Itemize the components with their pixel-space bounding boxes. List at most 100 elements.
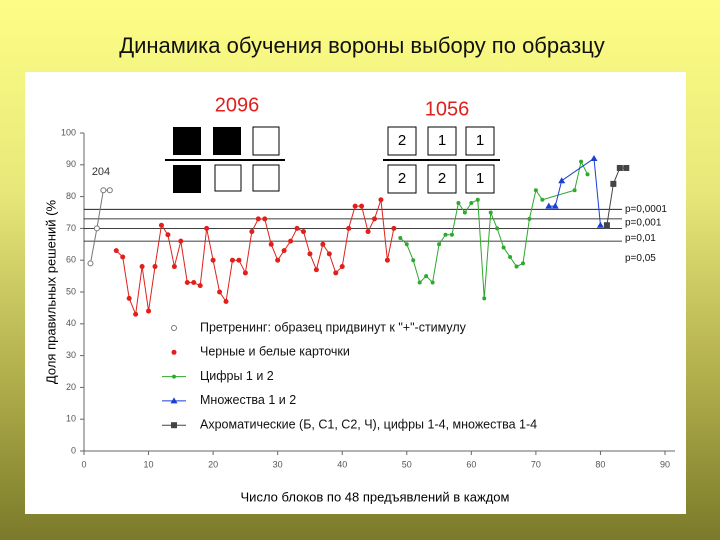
legend-item: Ахроматические (Б, С1, С2, Ч), цифры 1-4… <box>162 417 537 431</box>
marker <box>365 229 371 235</box>
marker <box>558 177 566 184</box>
marker <box>171 349 177 355</box>
legend-label: Претренинг: образец придвинут к "+"-стим… <box>200 320 467 334</box>
marker <box>288 238 294 244</box>
marker <box>545 202 553 209</box>
marker <box>475 197 480 202</box>
y-tick-label: 10 <box>66 414 76 424</box>
x-tick-label: 40 <box>337 459 347 469</box>
marker <box>223 299 229 305</box>
marker <box>333 270 339 276</box>
series-line <box>89 189 110 264</box>
marker <box>249 229 255 235</box>
x-tick-label: 90 <box>660 459 670 469</box>
marker <box>449 232 454 237</box>
marker <box>172 374 176 379</box>
marker <box>210 257 216 263</box>
card-digit: 1 <box>438 132 446 149</box>
marker <box>165 232 171 238</box>
x-tick-label: 10 <box>144 459 154 469</box>
x-tick-label: 80 <box>595 459 605 469</box>
marker <box>229 257 235 263</box>
marker <box>411 258 416 263</box>
marker <box>126 295 132 301</box>
y-tick-label: 0 <box>71 445 76 455</box>
legend-item: Множества 1 и 2 <box>162 393 296 407</box>
x-tick-label: 30 <box>273 459 283 469</box>
marker <box>300 229 306 235</box>
marker <box>527 216 532 221</box>
marker <box>242 270 248 276</box>
x-tick-label: 20 <box>208 459 218 469</box>
card-digit: 1 <box>476 170 484 187</box>
marker <box>236 257 242 263</box>
chart-panel <box>25 72 686 514</box>
marker <box>603 222 610 229</box>
series <box>398 159 590 301</box>
marker <box>197 283 203 289</box>
y-tick-label: 70 <box>66 223 76 233</box>
marker <box>120 254 126 260</box>
marker <box>551 202 559 209</box>
marker <box>184 279 190 285</box>
marker <box>158 222 164 228</box>
marker <box>113 248 119 254</box>
marker <box>178 238 184 244</box>
marker <box>146 308 152 314</box>
annotation: 204 <box>92 166 110 178</box>
series <box>603 164 630 229</box>
annotation: 2096 <box>215 94 260 116</box>
x-axis-label: Число блоков по 48 предъявлений в каждом <box>241 489 510 504</box>
marker <box>596 221 604 228</box>
marker <box>384 257 390 263</box>
legend-label: Цифры 1 и 2 <box>200 369 274 383</box>
marker <box>585 172 590 177</box>
marker <box>307 251 313 257</box>
marker <box>623 164 630 171</box>
marker <box>514 264 519 269</box>
y-tick-label: 40 <box>66 318 76 328</box>
marker <box>268 241 274 247</box>
marker <box>590 154 598 161</box>
x-tick-label: 50 <box>402 459 412 469</box>
card-digit: 2 <box>398 170 406 187</box>
marker <box>139 264 145 270</box>
series <box>545 154 604 228</box>
marker <box>610 180 617 187</box>
marker <box>346 225 352 231</box>
series <box>87 187 113 267</box>
marker <box>508 255 513 260</box>
y-tick-label: 90 <box>66 159 76 169</box>
marker <box>359 203 365 209</box>
marker <box>320 241 326 247</box>
y-tick-label: 30 <box>66 350 76 360</box>
marker <box>520 261 525 266</box>
slide-title: Динамика обучения вороны выбору по образ… <box>119 33 605 58</box>
marker <box>171 264 177 270</box>
y-tick-label: 60 <box>66 255 76 265</box>
marker <box>275 257 281 263</box>
reference-label: p=0,001 <box>625 218 662 229</box>
x-tick-label: 0 <box>81 459 86 469</box>
card-digit: 2 <box>398 132 406 149</box>
marker <box>133 311 139 317</box>
marker <box>326 251 332 257</box>
marker <box>294 225 300 231</box>
marker <box>170 397 178 404</box>
marker <box>93 225 100 232</box>
marker <box>495 226 500 231</box>
marker <box>462 210 467 215</box>
marker <box>171 325 177 331</box>
marker <box>87 260 94 267</box>
marker <box>391 225 397 231</box>
marker <box>456 200 461 205</box>
reference-label: p=0,05 <box>625 253 656 264</box>
legend-item: Черные и белые карточки <box>171 345 350 359</box>
marker <box>488 210 493 215</box>
reference-label: p=0,01 <box>625 233 656 244</box>
marker <box>262 216 268 222</box>
marker <box>313 267 319 273</box>
marker <box>404 242 409 247</box>
marker <box>533 188 538 193</box>
